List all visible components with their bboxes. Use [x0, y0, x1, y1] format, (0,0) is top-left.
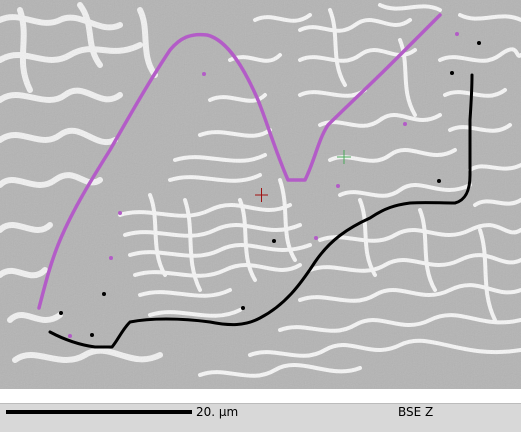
divider-strip	[0, 389, 521, 403]
lamellae-left	[0, 2, 163, 363]
red-crosshair-icon[interactable]	[255, 188, 268, 202]
green-crosshair-icon[interactable]	[337, 150, 351, 164]
black-point-marker[interactable]	[477, 41, 481, 45]
purple-point-marker[interactable]	[109, 256, 113, 260]
purple-markers	[68, 32, 459, 338]
black-point-marker[interactable]	[90, 333, 94, 337]
black-point-marker[interactable]	[241, 306, 245, 310]
black-point-marker[interactable]	[102, 292, 106, 296]
detector-mode-label: BSE Z	[398, 405, 434, 419]
black-point-marker[interactable]	[450, 71, 454, 75]
black-markers	[59, 41, 481, 337]
purple-point-marker[interactable]	[68, 334, 72, 338]
black-trace-line[interactable]	[48, 73, 474, 349]
micrograph	[0, 2, 521, 378]
purple-point-marker[interactable]	[403, 122, 407, 126]
scale-bar	[6, 410, 192, 414]
purple-point-marker[interactable]	[118, 211, 122, 215]
purple-trace-line[interactable]	[37, 13, 442, 310]
black-point-marker[interactable]	[437, 179, 441, 183]
status-bar: 20. µm BSE Z	[0, 403, 521, 432]
bse-image-viewer[interactable]	[0, 0, 521, 389]
black-point-marker[interactable]	[59, 311, 63, 315]
purple-point-marker[interactable]	[455, 32, 459, 36]
purple-point-marker[interactable]	[314, 236, 318, 240]
scale-bar-label: 20. µm	[196, 405, 239, 419]
black-point-marker[interactable]	[272, 239, 276, 243]
purple-point-marker[interactable]	[336, 184, 340, 188]
purple-point-marker[interactable]	[202, 72, 206, 76]
